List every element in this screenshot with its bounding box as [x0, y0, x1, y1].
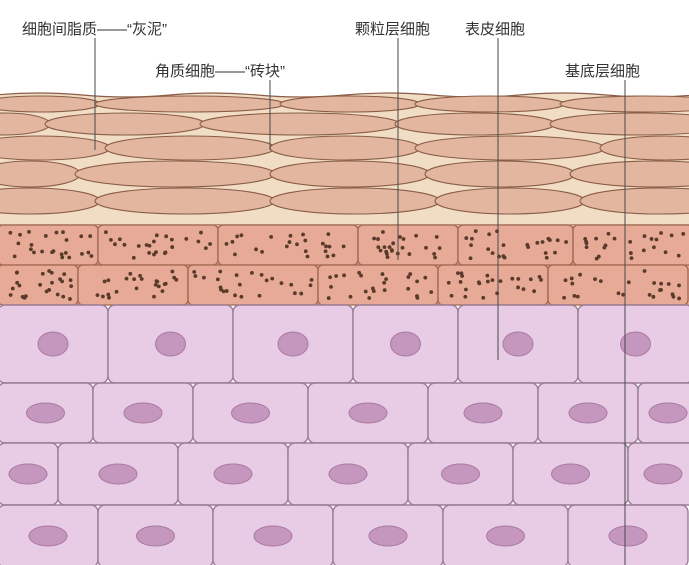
label-corneocyte: 角质细胞——“砖块”: [155, 60, 285, 81]
label-lipid: 细胞间脂质——“灰泥”: [22, 18, 167, 39]
diagram-svg: [0, 0, 689, 565]
label-granular: 颗粒层细胞: [355, 18, 430, 39]
skin-layers-diagram: 细胞间脂质——“灰泥” 角质细胞——“砖块” 颗粒层细胞 表皮细胞 基底层细胞: [0, 0, 689, 565]
label-basal: 基底层细胞: [565, 60, 640, 81]
label-epidermal: 表皮细胞: [465, 18, 525, 39]
